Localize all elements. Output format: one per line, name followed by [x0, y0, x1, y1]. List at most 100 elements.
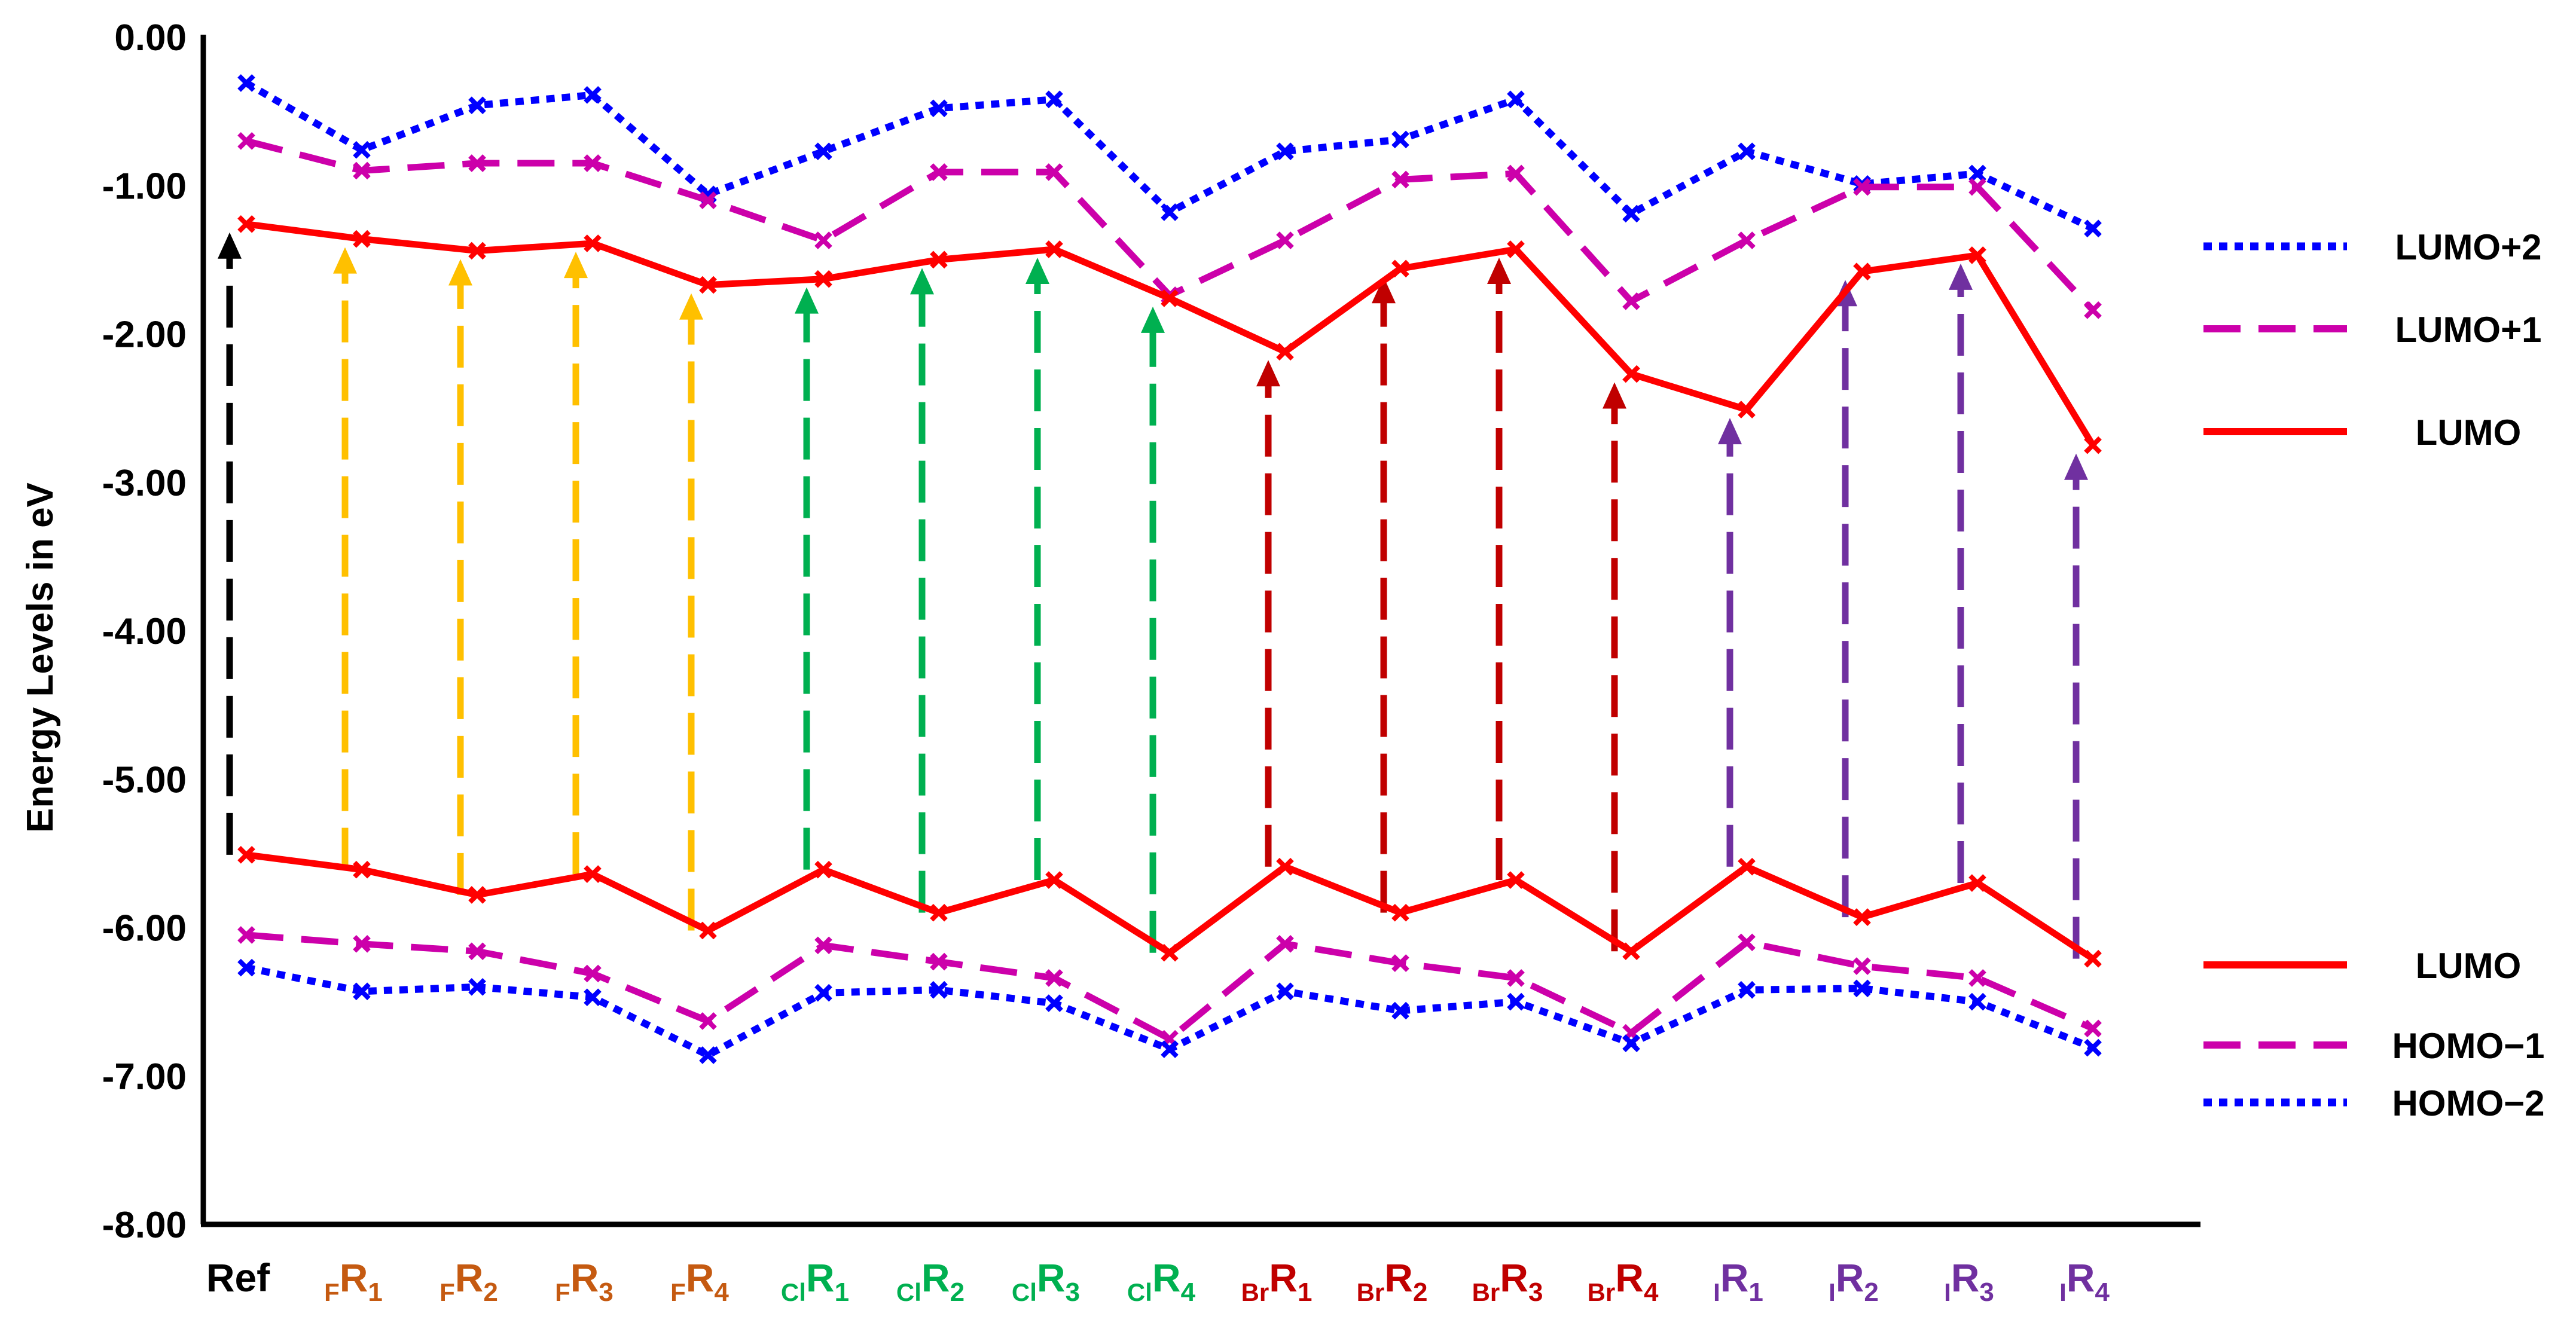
transition-arrow-head — [795, 287, 819, 314]
data-point-marker — [1738, 142, 1756, 160]
x-tick-label: Ref — [206, 1255, 270, 1300]
transition-arrow-head — [1372, 277, 1396, 304]
y-tick-label: -6.00 — [102, 908, 187, 949]
data-point-marker — [1853, 262, 1871, 281]
data-point-marker — [814, 142, 832, 160]
transition-arrow-head — [218, 232, 242, 259]
y-tick-label: -7.00 — [102, 1056, 187, 1098]
data-point-marker — [699, 191, 717, 209]
x-tick-label: BrR1 — [1241, 1255, 1313, 1307]
x-tick-label: IR3 — [1944, 1255, 1994, 1307]
data-point-marker — [1391, 259, 1409, 278]
x-tick-label: ClR3 — [1012, 1255, 1080, 1307]
data-point-marker — [1507, 90, 1525, 109]
transition-arrow-head — [333, 247, 357, 274]
data-point-marker — [468, 977, 486, 996]
data-point-marker — [353, 161, 371, 180]
data-point-marker — [1276, 982, 1294, 1001]
transition-arrows — [218, 232, 2088, 959]
data-point-marker — [237, 215, 255, 233]
data-point-marker — [930, 163, 948, 181]
x-tick-label: FR1 — [324, 1255, 383, 1307]
series-line — [246, 851, 2095, 962]
series-lines — [237, 74, 2102, 1064]
data-point-marker — [1045, 163, 1063, 181]
y-tick-label: -2.00 — [102, 314, 187, 356]
legend-label: LUMO — [2416, 413, 2522, 453]
data-point-marker — [1507, 871, 1525, 889]
y-tick-label: -8.00 — [102, 1205, 187, 1246]
x-tick-label: ClR2 — [896, 1255, 965, 1307]
data-point-marker — [468, 96, 486, 115]
data-point-marker — [699, 1012, 717, 1030]
data-point-marker — [1738, 857, 1756, 876]
data-point-marker — [1161, 1040, 1179, 1058]
data-point-marker — [1391, 1001, 1409, 1020]
data-point-marker — [699, 276, 717, 294]
y-tick-label: -1.00 — [102, 166, 187, 207]
transition-arrow-head — [1141, 306, 1165, 333]
data-point-marker — [1391, 130, 1409, 149]
data-point-marker — [237, 926, 255, 944]
data-point-marker — [1045, 240, 1063, 258]
y-tick-label: -4.00 — [102, 611, 187, 652]
data-point-marker — [1968, 969, 1986, 987]
y-tick-label: 0.00 — [114, 17, 187, 59]
data-point-marker — [468, 154, 486, 172]
data-point-marker — [584, 964, 602, 983]
transition-arrow-head — [1718, 418, 1742, 445]
data-point-marker — [584, 988, 602, 1007]
data-point-marker — [237, 958, 255, 977]
data-point-marker — [237, 132, 255, 150]
data-point-marker — [353, 860, 371, 879]
data-point-marker — [1276, 857, 1294, 876]
x-tick-label: ClR1 — [781, 1255, 849, 1307]
data-point-marker — [814, 270, 832, 288]
y-tick-label: -5.00 — [102, 759, 187, 801]
data-point-marker — [1391, 903, 1409, 922]
x-tick-label: FR3 — [555, 1255, 614, 1307]
data-point-marker — [353, 230, 371, 248]
legend-label: LUMO — [2416, 946, 2522, 986]
y-tick-labels: 0.00 -1.00 -2.00 -3.00 -4.00 -5.00 -6.00 -7.00 -… — [102, 17, 187, 1246]
transition-arrow-head — [1603, 382, 1626, 409]
data-point-marker — [353, 934, 371, 953]
data-point-marker — [1507, 969, 1525, 987]
data-point-marker — [1045, 969, 1063, 987]
data-point-marker — [814, 983, 832, 1002]
data-point-marker — [930, 250, 948, 269]
x-tick-label: FR2 — [439, 1255, 498, 1307]
data-point-marker — [1968, 246, 1986, 264]
data-point-marker — [814, 936, 832, 955]
x-tick-labels: Ref FR1 FR2 FR3 FR4 ClR1 ClR2 ClR3 ClR4 BrR1 BrR2 B… — [206, 1255, 2110, 1307]
x-tick-label: IR4 — [2059, 1255, 2110, 1307]
axes — [200, 35, 2200, 1227]
transition-arrow-head — [1025, 257, 1049, 284]
data-point-marker — [2084, 1038, 2102, 1057]
data-point-marker — [1161, 203, 1179, 221]
data-point-marker — [1276, 343, 1294, 361]
x-tick-label: ClR4 — [1127, 1255, 1196, 1307]
transition-arrow-head — [448, 259, 472, 286]
data-point-marker — [1622, 1034, 1640, 1052]
data-point-marker — [1738, 933, 1756, 952]
data-point-marker — [1968, 874, 1986, 892]
data-point-marker — [2084, 1019, 2102, 1038]
data-point-marker — [930, 952, 948, 971]
data-point-marker — [1045, 90, 1063, 109]
data-point-marker — [814, 231, 832, 249]
data-point-marker — [1853, 979, 1871, 998]
data-point-marker — [584, 865, 602, 883]
data-point-marker — [353, 982, 371, 1001]
series-line — [246, 221, 2096, 447]
series-line — [246, 931, 2095, 1043]
data-point-marker — [1391, 954, 1409, 972]
data-point-marker — [930, 903, 948, 922]
data-point-marker — [584, 154, 602, 172]
data-point-marker — [1507, 992, 1525, 1011]
data-point-marker — [930, 99, 948, 117]
transition-arrow-head — [910, 268, 934, 295]
x-tick-label: FR4 — [670, 1255, 729, 1307]
data-point-marker — [1738, 401, 1756, 418]
data-point-marker — [1276, 142, 1294, 160]
